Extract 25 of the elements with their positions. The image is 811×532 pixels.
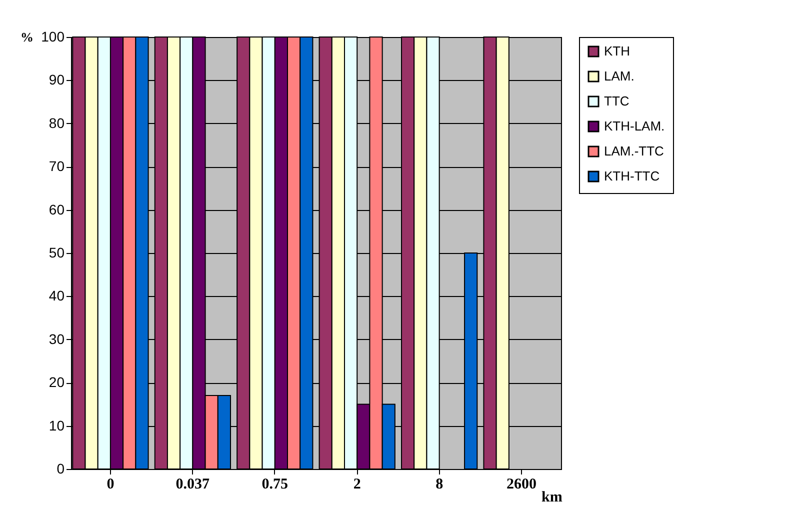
legend-label: LAM. bbox=[604, 68, 634, 84]
y-tick-label: 50 bbox=[48, 244, 65, 260]
y-tick-label: 20 bbox=[48, 374, 65, 390]
y-tick-label: 30 bbox=[48, 330, 65, 347]
legend-label: TTC bbox=[604, 94, 630, 108]
y-tick-label: 90 bbox=[48, 72, 65, 88]
x-tick-label: 2 bbox=[353, 476, 361, 492]
legend-label: KTH-LAM. bbox=[604, 118, 665, 134]
y-axis-title: % bbox=[20, 30, 34, 44]
y-tick-label: 60 bbox=[48, 201, 65, 218]
x-tick-label: 0.75 bbox=[262, 476, 288, 492]
x-tick-label: 2600 bbox=[506, 476, 537, 492]
legend-label: KTH bbox=[604, 44, 630, 58]
legend-label: LAM.-TTC bbox=[604, 144, 664, 158]
y-tick-label: 40 bbox=[48, 288, 65, 304]
y-tick-label: 10 bbox=[48, 417, 65, 434]
y-tick-label: 0 bbox=[56, 460, 65, 476]
x-tick-label: 0.037 bbox=[176, 476, 210, 492]
x-tick-label: 0 bbox=[106, 476, 114, 492]
x-tick-label: 8 bbox=[436, 476, 444, 492]
legend-label: KTH-TTC bbox=[604, 168, 660, 184]
y-tick-label: 80 bbox=[48, 114, 65, 131]
y-tick-label: 70 bbox=[48, 158, 65, 174]
x-axis-title: km bbox=[542, 490, 563, 506]
y-tick-label: 100 bbox=[41, 28, 65, 44]
